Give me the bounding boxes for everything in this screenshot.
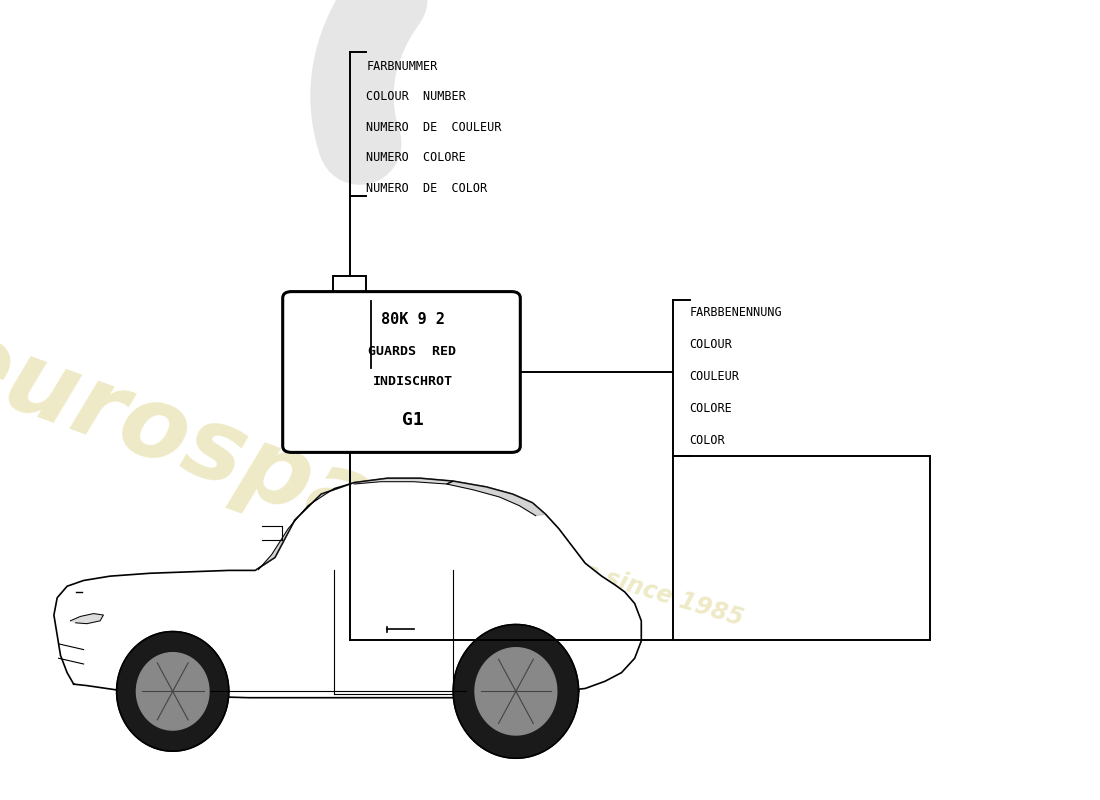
Text: INDISCHROT: INDISCHROT	[373, 375, 452, 388]
Text: GUARDS  RED: GUARDS RED	[368, 346, 456, 358]
Polygon shape	[70, 614, 103, 624]
Polygon shape	[117, 631, 229, 751]
Text: COLOUR  NUMBER: COLOUR NUMBER	[366, 90, 466, 103]
Polygon shape	[54, 478, 641, 698]
Text: NUMERO  COLORE: NUMERO COLORE	[366, 151, 466, 164]
Text: NUMERO  DE  COLOR: NUMERO DE COLOR	[366, 182, 487, 194]
Bar	[673, 456, 930, 640]
Text: COLOR: COLOR	[690, 434, 725, 446]
Text: FARBBENENNUNG: FARBBENENNUNG	[690, 306, 782, 318]
Text: NUMERO  DE  COULEUR: NUMERO DE COULEUR	[366, 121, 502, 134]
Text: FARBNUMMER: FARBNUMMER	[366, 60, 438, 73]
Text: G1: G1	[402, 411, 424, 429]
Text: COULEUR: COULEUR	[690, 370, 739, 382]
Text: eurospares: eurospares	[0, 310, 556, 618]
Text: a passion for parts since 1985: a passion for parts since 1985	[354, 490, 746, 630]
Polygon shape	[354, 478, 453, 484]
Polygon shape	[475, 648, 557, 735]
Text: 80K 9 2: 80K 9 2	[381, 313, 444, 327]
Bar	[333, 275, 366, 298]
Polygon shape	[255, 482, 354, 570]
FancyBboxPatch shape	[283, 292, 520, 452]
Polygon shape	[453, 625, 579, 758]
Text: COLOUR: COLOUR	[690, 338, 733, 350]
Polygon shape	[136, 653, 209, 730]
Text: COLORE: COLORE	[690, 402, 733, 414]
Polygon shape	[447, 481, 546, 516]
